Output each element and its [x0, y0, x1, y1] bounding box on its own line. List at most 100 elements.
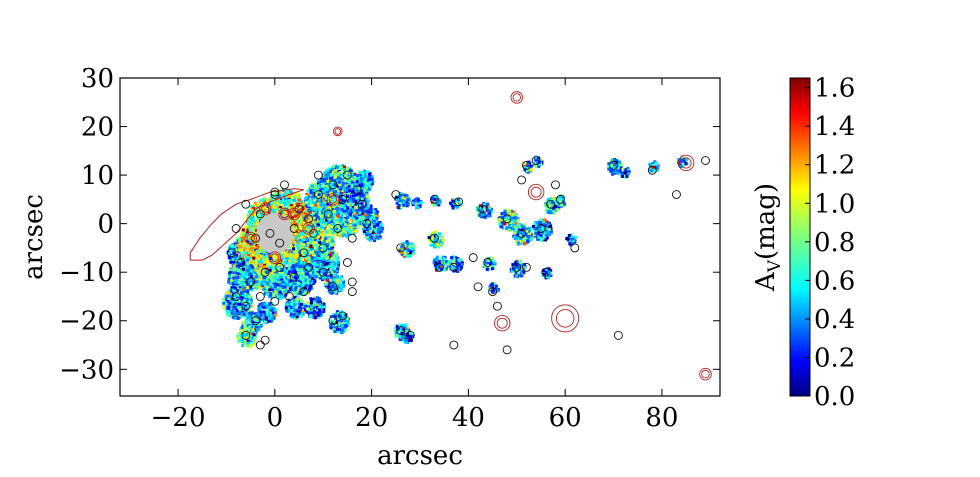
- av-pixel: [313, 222, 317, 226]
- av-pixel: [267, 261, 271, 265]
- av-pixel: [277, 198, 280, 202]
- av-pixel: [316, 181, 320, 185]
- av-pixel: [329, 193, 333, 197]
- av-pixel: [339, 183, 343, 187]
- av-pixel: [311, 206, 315, 210]
- av-pixel: [327, 259, 331, 262]
- av-pixel: [321, 264, 324, 268]
- av-pixel: [296, 257, 300, 261]
- av-pixel: [248, 224, 252, 228]
- av-pixel: [250, 204, 254, 208]
- av-pixel: [331, 181, 335, 185]
- av-pixel: [327, 206, 331, 210]
- av-pixel: [302, 202, 306, 206]
- av-pixel: [240, 249, 244, 253]
- av-pixel: [349, 215, 353, 219]
- av-pixel: [327, 230, 331, 234]
- av-pixel: [325, 210, 329, 214]
- av-pixel: [308, 247, 312, 251]
- av-pixel: [316, 213, 320, 216]
- av-pixel: [330, 225, 334, 229]
- av-pixel: [271, 203, 275, 207]
- av-pixel: [315, 211, 319, 215]
- av-pixel: [289, 259, 293, 263]
- av-pixel: [332, 170, 335, 174]
- av-pixel: [313, 225, 317, 229]
- av-pixel: [279, 200, 283, 204]
- av-pixel: [336, 197, 340, 201]
- av-pixel: [246, 253, 250, 256]
- av-pixel: [316, 215, 320, 219]
- av-pixel: [345, 167, 349, 171]
- av-pixel: [316, 225, 320, 229]
- av-pixel: [315, 263, 319, 267]
- av-pixel: [315, 186, 319, 190]
- av-pixel: [293, 214, 297, 218]
- av-pixel: [321, 198, 325, 202]
- av-pixel: [253, 220, 256, 224]
- av-pixel: [243, 241, 247, 245]
- av-pixel: [339, 216, 343, 220]
- av-pixel: [265, 199, 269, 202]
- av-pixel: [246, 235, 250, 239]
- av-pixel: [326, 267, 330, 271]
- av-pixel: [273, 204, 277, 208]
- av-pixel: [325, 184, 329, 188]
- av-pixel: [293, 204, 297, 208]
- av-pixel: [240, 237, 244, 240]
- av-pixel: [248, 247, 252, 251]
- av-pixel: [236, 244, 240, 247]
- av-pixel: [313, 185, 317, 189]
- av-pixel: [309, 213, 313, 217]
- av-pixel: [309, 223, 313, 226]
- av-pixel: [339, 210, 343, 214]
- av-pixel: [326, 256, 329, 260]
- av-pixel: [235, 258, 239, 262]
- av-pixel: [339, 222, 343, 226]
- av-pixel: [244, 225, 248, 229]
- av-pixel: [345, 227, 349, 231]
- av-pixel: [285, 260, 289, 264]
- av-pixel: [340, 229, 344, 233]
- av-pixel: [339, 170, 343, 174]
- av-pixel: [328, 268, 332, 272]
- av-pixel: [321, 247, 325, 251]
- av-pixel: [329, 198, 333, 202]
- av-pixel: [320, 238, 324, 242]
- av-pixel: [321, 251, 325, 255]
- av-pixel: [322, 194, 326, 198]
- av-pixel: [297, 239, 301, 243]
- av-pixel: [345, 219, 349, 223]
- av-pixel: [319, 203, 323, 207]
- av-pixel: [319, 180, 322, 184]
- av-pixel: [339, 234, 342, 238]
- av-pixel: [297, 247, 301, 251]
- av-pixel: [330, 190, 334, 193]
- av-pixel: [283, 254, 287, 258]
- av-pixel: [254, 210, 258, 214]
- av-pixel: [304, 244, 308, 248]
- av-pixel: [308, 210, 312, 214]
- av-pixel: [329, 253, 333, 257]
- av-pixel: [303, 241, 307, 245]
- av-pixel: [323, 220, 327, 224]
- av-pixel: [303, 234, 307, 238]
- av-pixel: [290, 245, 294, 249]
- av-pixel: [252, 212, 256, 216]
- av-pixel: [352, 224, 355, 228]
- av-pixel: [339, 173, 342, 177]
- av-pixel: [297, 198, 301, 202]
- av-pixel: [313, 256, 316, 260]
- av-pixel: [292, 221, 295, 225]
- av-pixel: [319, 197, 323, 201]
- av-pixel: [283, 201, 286, 204]
- av-pixel: [230, 263, 234, 267]
- av-pixel: [295, 222, 299, 226]
- av-pixel: [242, 238, 246, 242]
- av-pixel: [256, 204, 260, 208]
- av-pixel: [309, 251, 313, 255]
- av-pixel: [293, 241, 297, 245]
- av-pixel: [340, 234, 344, 238]
- av-pixel: [327, 273, 331, 277]
- av-pixel: [323, 250, 327, 254]
